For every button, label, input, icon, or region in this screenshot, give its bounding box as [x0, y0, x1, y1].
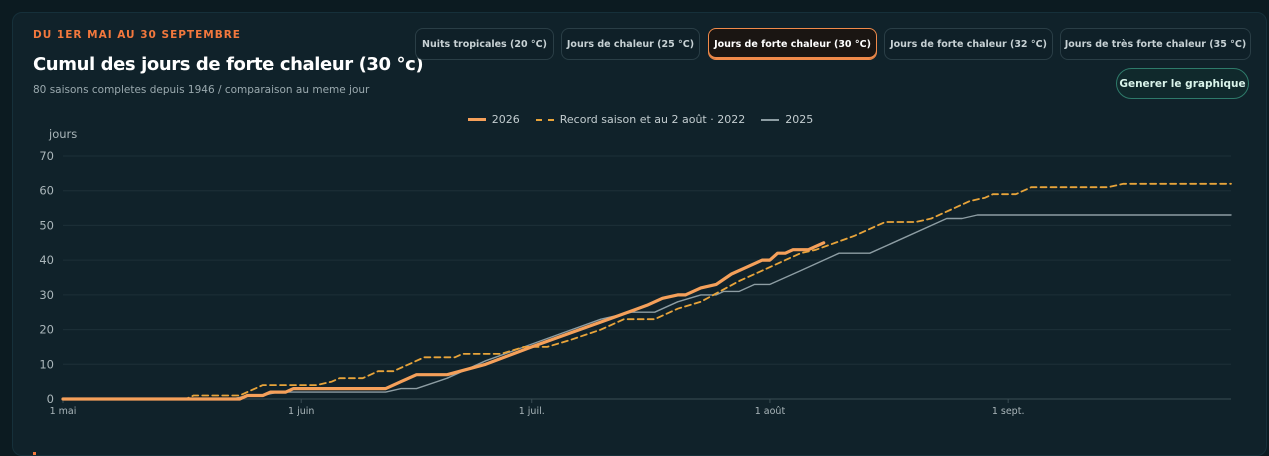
legend-item-2025[interactable]: 2025 [761, 113, 813, 126]
page-subtitle: 80 saisons completes depuis 1946 / compa… [33, 84, 370, 96]
tab-jours-tres-forte-chaleur-35[interactable]: Jours de très forte chaleur (35 °C) [1060, 28, 1251, 60]
y-tick-label: 40 [39, 253, 54, 267]
period-eyebrow: DU 1ER MAI AU 30 SEPTEMBRE [33, 29, 241, 41]
y-tick-label: 10 [39, 357, 54, 371]
generate-chart-button[interactable]: Generer le graphique [1116, 68, 1249, 99]
legend-label-2025: 2025 [785, 113, 814, 126]
x-tick-label: 1 juin [288, 406, 314, 417]
series-line-2 [62, 214, 1232, 400]
y-axis-label: jours [48, 127, 77, 141]
y-tick-label: 0 [47, 392, 54, 406]
x-tick-label: 1 août [755, 406, 786, 417]
legend-item-2026[interactable]: 2026 [467, 113, 520, 126]
y-tick-label: 30 [39, 288, 54, 302]
cumulative-heat-days-chart: jours 0 10 20 30 40 50 60 70 1 mai 1 juin 1 juil. 1 … [39, 127, 1232, 417]
legend-swatch-record [535, 118, 554, 121]
page-title: Cumul des jours de forte chaleur (30 °c) [33, 54, 424, 75]
tab-jours-forte-chaleur-32[interactable]: Jours de forte chaleur (32 °C) [884, 28, 1053, 60]
legend-item-record[interactable]: Record saison et au 2 août · 2022 [535, 113, 746, 126]
tab-jours-forte-chaleur-30[interactable]: Jours de forte chaleur (30 °C) [708, 28, 877, 60]
legend-label-record: Record saison et au 2 août · 2022 [559, 113, 746, 126]
legend-swatch-2025 [761, 118, 780, 121]
y-tick-label: 50 [39, 218, 54, 232]
chart-card: DU 1ER MAI AU 30 SEPTEMBRE Cumul des jou… [12, 12, 1267, 456]
chart-legend: 2026 Record saison et au 2 août · 2022 2… [13, 113, 1266, 126]
x-tick-label: 1 sept. [992, 406, 1025, 417]
tab-jours-chaleur-25[interactable]: Jours de chaleur (25 °C) [561, 28, 700, 60]
x-tick-label: 1 juil. [519, 406, 545, 417]
x-tick-label: 1 mai [50, 406, 77, 417]
y-tick-label: 60 [39, 184, 54, 198]
series-line-1 [62, 182, 1232, 400]
tab-nuits-tropicales[interactable]: Nuits tropicales (20 °C) [415, 28, 554, 60]
series-line-0 [61, 241, 826, 401]
next-section-marker [33, 452, 36, 455]
legend-swatch-2026 [467, 118, 486, 121]
legend-label-2026: 2026 [491, 113, 520, 126]
y-tick-label: 20 [39, 323, 54, 337]
y-tick-label: 70 [39, 149, 54, 163]
